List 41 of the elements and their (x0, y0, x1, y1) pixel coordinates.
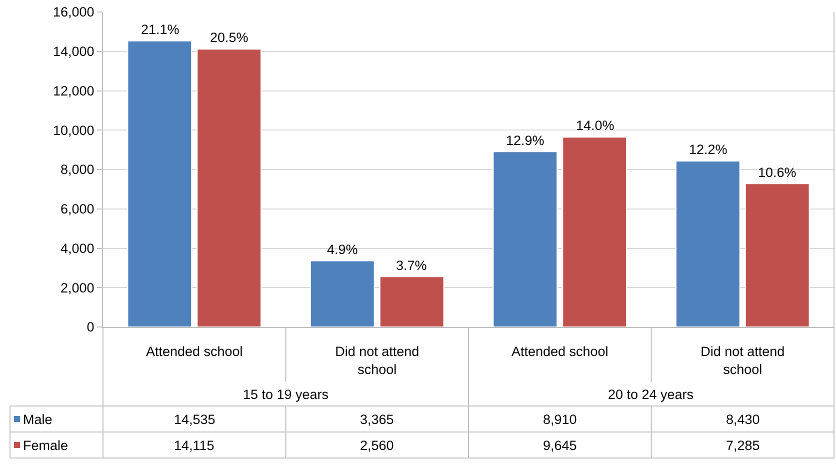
x-tick-label: Did not attend school (700, 344, 785, 377)
data-label: 9,645 (543, 438, 577, 453)
data-label: 8,910 (543, 412, 577, 427)
annotation: 4.9% (327, 242, 358, 257)
data-label: 2,560 (360, 438, 394, 453)
y-tick-label: 2,000 (60, 280, 94, 296)
x-tick-label: Attended school (146, 344, 243, 360)
y-tick-label: 4,000 (60, 240, 94, 256)
y-tick-label: 12,000 (53, 83, 94, 98)
annotation: 14.0% (576, 118, 614, 133)
y-tick-label: 6,000 (60, 202, 94, 217)
y-tick-label: 16,000 (53, 4, 94, 20)
x-tick-label: Did not attend school (335, 344, 420, 377)
bar (562, 136, 628, 327)
bar (310, 260, 375, 327)
data-label: 8,430 (726, 412, 760, 427)
y-tick-label: 10,000 (53, 122, 94, 138)
y-tick-label: 0 (86, 320, 94, 335)
annotation: 20.5% (210, 30, 248, 45)
data-label: 14,115 (174, 438, 214, 453)
bar (379, 276, 444, 327)
legend-label: Female (23, 438, 68, 453)
bar (127, 40, 192, 327)
annotation: 21.1% (141, 22, 180, 37)
annotation: 12.2% (689, 142, 728, 157)
annotation: 3.7% (396, 258, 427, 273)
y-tick-label: 8,000 (60, 162, 94, 178)
text: 20 to 24 years (608, 387, 694, 402)
data-label: 7,285 (726, 438, 760, 453)
legend-label: Male (23, 412, 52, 427)
bar (196, 48, 262, 327)
bar (492, 151, 558, 327)
bar (744, 183, 810, 327)
data-label: 14,535 (174, 412, 216, 427)
y-tick-label: 14,000 (53, 44, 94, 60)
annotation: 10.6% (758, 165, 796, 180)
annotation: 12.9% (506, 133, 544, 148)
bar (675, 160, 740, 327)
data-label: 3,365 (360, 412, 394, 427)
text: 15 to 19 years (243, 387, 329, 402)
x-tick-label: Attended school (511, 344, 608, 360)
